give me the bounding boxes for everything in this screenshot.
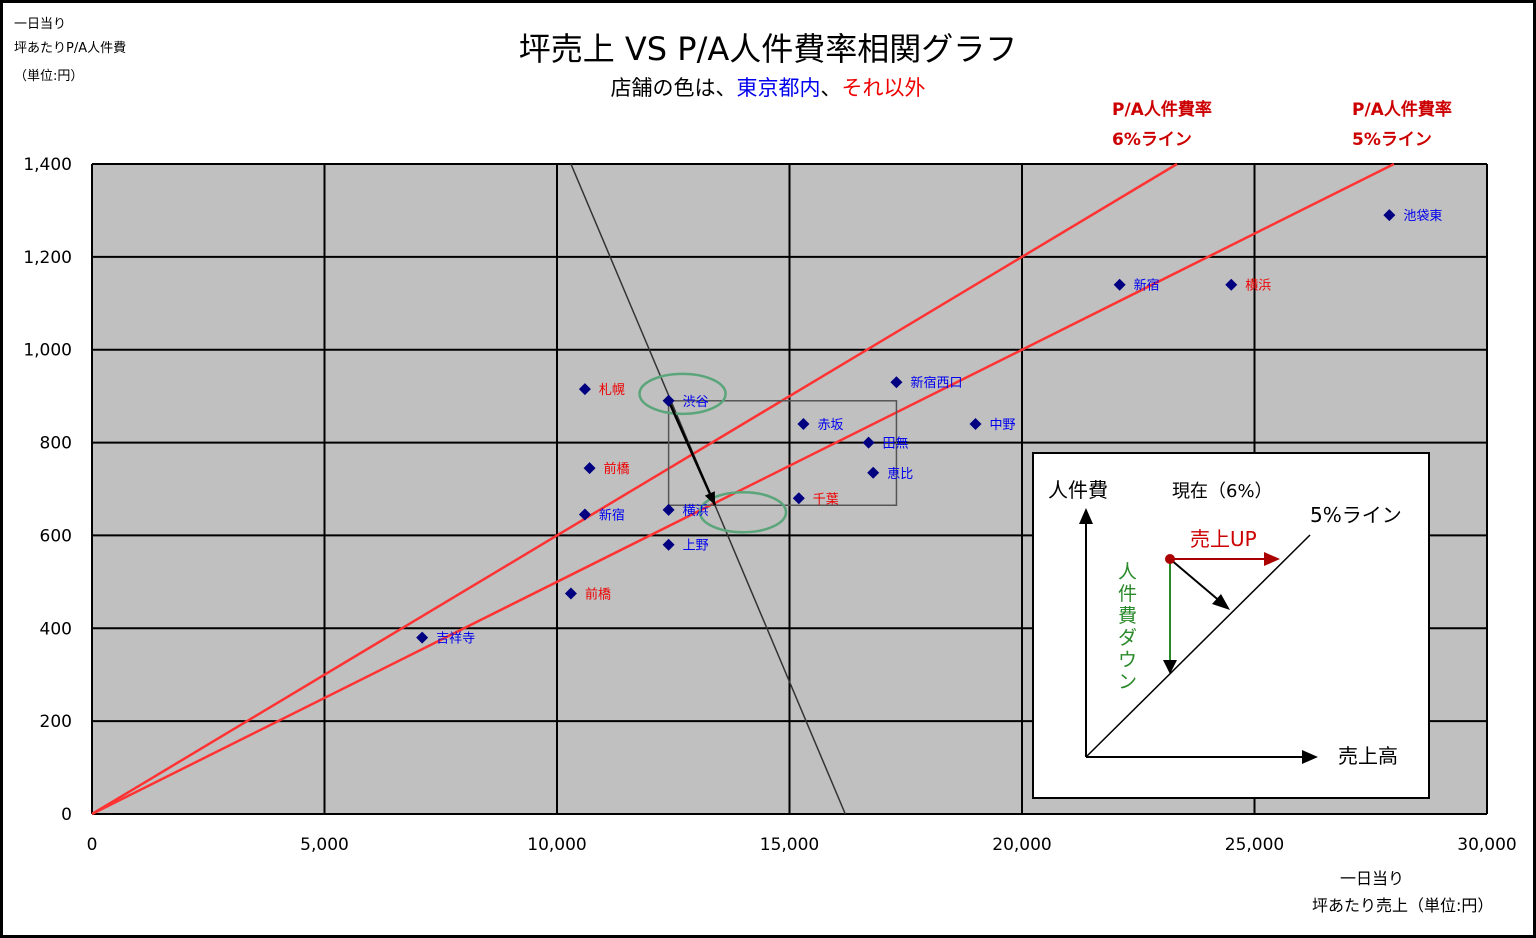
highlight-ellipse-0 [638, 372, 727, 416]
data-point-label-3: 前橋 [604, 461, 630, 477]
data-point-4 [578, 383, 591, 396]
y-tick-label-6: 1,200 [23, 248, 72, 268]
inset-x-axis-label: 売上高 [1338, 744, 1398, 768]
data-point-1 [564, 587, 577, 600]
x-tick-labels: 0 5,000 10,000 15,000 20,000 25,000 30,000 [87, 835, 1517, 855]
ratio-lines [91, 162, 1395, 816]
inset-y-arrowhead [1079, 508, 1093, 524]
ratio-label-6-line-1: P/A人件費率 [1112, 99, 1212, 120]
data-point-13 [969, 418, 982, 430]
data-point-5 [662, 394, 675, 407]
subtitle-prefix: 店舗の色は、 [611, 76, 737, 100]
data-point-2 [578, 508, 591, 521]
inset-current-label: 現在（6%） [1172, 481, 1273, 502]
inset-diagonal-arrow [1169, 558, 1223, 604]
ratio-label-5-line-1: P/A人件費率 [1352, 99, 1452, 120]
inset-sales-up-label: 売上UP [1190, 527, 1257, 551]
inset-cost-down-label: 人 件 費 ダ ウ ン [1118, 561, 1137, 693]
data-point-label-15: 横浜 [1245, 279, 1271, 294]
subtitle-other: それ以外 [842, 76, 926, 100]
data-point-6 [662, 503, 675, 516]
y-tick-label-4: 800 [40, 434, 72, 454]
data-point-label-4: 札幌 [599, 382, 625, 398]
data-point-label-9: 赤坂 [817, 418, 843, 433]
y-axis-label-line-2: 坪あたりP/A人件費 [14, 41, 126, 56]
x-tick-label-5: 25,000 [1225, 835, 1284, 855]
x-axis-label-line-1: 一日当り [1340, 869, 1404, 888]
data-point-16 [1383, 209, 1396, 222]
inset-cost-down-arrowhead [1163, 660, 1177, 674]
inset-current-point [1165, 554, 1175, 564]
inset-y-axis-label: 人件費 [1048, 478, 1108, 502]
x-tick-label-6: 30,000 [1457, 835, 1516, 855]
data-point-label-7: 上野 [683, 539, 709, 554]
data-point-label-13: 中野 [990, 418, 1016, 433]
data-point-label-12: 新宿西口 [910, 375, 962, 391]
highlight-ellipse-1 [698, 490, 788, 534]
x-tick-label-4: 20,000 [992, 835, 1051, 855]
x-tick-label-0: 0 [87, 835, 98, 855]
data-point-label-5: 渋谷 [683, 395, 709, 410]
data-point-label-1: 前橋 [585, 586, 611, 602]
y-tick-label-1: 200 [40, 712, 72, 732]
inset-cost-down-char-5: ウ [1118, 649, 1137, 671]
inset-cost-down-char-2: 件 [1118, 583, 1137, 605]
data-point-label-14: 新宿 [1134, 278, 1160, 294]
move-arrow [667, 400, 717, 506]
inset-diagonal-arrowhead [1212, 594, 1230, 610]
data-point-label-8: 千葉 [813, 492, 839, 507]
inset-box [1032, 452, 1430, 799]
data-point-15 [1225, 278, 1238, 291]
data-point-3 [583, 462, 596, 475]
data-point-12 [890, 376, 903, 389]
data-point-label-2: 新宿 [599, 508, 625, 524]
x-tick-label-1: 5,000 [300, 835, 349, 855]
chart-subtitle: 店舗の色は、東京都内、それ以外 [611, 76, 926, 100]
data-point-label-6: 横浜 [683, 504, 709, 519]
ratio-line-0 [91, 162, 1178, 816]
chart-title: 坪売上 VS P/A人件費率相関グラフ [519, 30, 1018, 68]
inset-cost-down-char-3: 費 [1118, 605, 1137, 627]
ratio-label-6-line-2: 6%ライン [1112, 130, 1192, 150]
x-axis-label-line-2: 坪あたり売上（単位:円） [1312, 896, 1493, 915]
data-point-10 [862, 436, 875, 449]
inset-5pct-line [1085, 534, 1311, 758]
data-point-8 [792, 492, 805, 505]
data-point-label-16: 池袋東 [1403, 208, 1442, 224]
y-tick-label-5: 1,000 [23, 341, 72, 361]
data-point-14 [1113, 278, 1126, 291]
inset-cost-down-char-6: ン [1118, 671, 1137, 693]
data-point-11 [867, 466, 880, 479]
data-point-0 [416, 631, 429, 644]
annotations [570, 163, 898, 815]
y-axis-label-line-3: （単位:円） [14, 68, 83, 84]
inset-line-label: 5%ライン [1310, 503, 1402, 527]
y-tick-label-3: 600 [40, 526, 72, 546]
data-point-label-0: 吉祥寺 [436, 632, 475, 647]
ratio-line-1 [91, 162, 1395, 816]
subtitle-tokyo: 東京都内 [737, 76, 821, 100]
x-tick-label-3: 15,000 [760, 835, 819, 855]
y-tick-label-7: 1,400 [23, 155, 72, 175]
y-tick-labels: 0 200 400 600 800 1,000 1,200 1,400 [23, 155, 72, 825]
data-point-9 [797, 418, 810, 430]
data-point-label-10: 田無 [883, 437, 909, 452]
y-tick-label-2: 400 [40, 619, 72, 639]
move-arrowhead [704, 491, 716, 506]
data-point-7 [662, 538, 675, 551]
x-tick-label-2: 10,000 [527, 835, 586, 855]
inset-sales-up-arrowhead [1264, 552, 1280, 566]
ratio-label-5-line-2: 5%ライン [1352, 130, 1432, 150]
y-axis-label-line-1: 一日当り [14, 17, 66, 32]
data-point-label-11: 恵比 [887, 467, 913, 482]
inset-diagram: 人件費 現在（6%） 5%ライン 売上UP 売上高 人 件 費 ダ ウ ン [1032, 452, 1430, 799]
inset-cost-down-char-4: ダ [1118, 627, 1137, 649]
y-tick-label-0: 0 [61, 805, 72, 825]
subtitle-sep: 、 [821, 76, 842, 100]
inset-x-arrowhead [1302, 750, 1318, 764]
inset-cost-down-char-1: 人 [1118, 561, 1137, 583]
